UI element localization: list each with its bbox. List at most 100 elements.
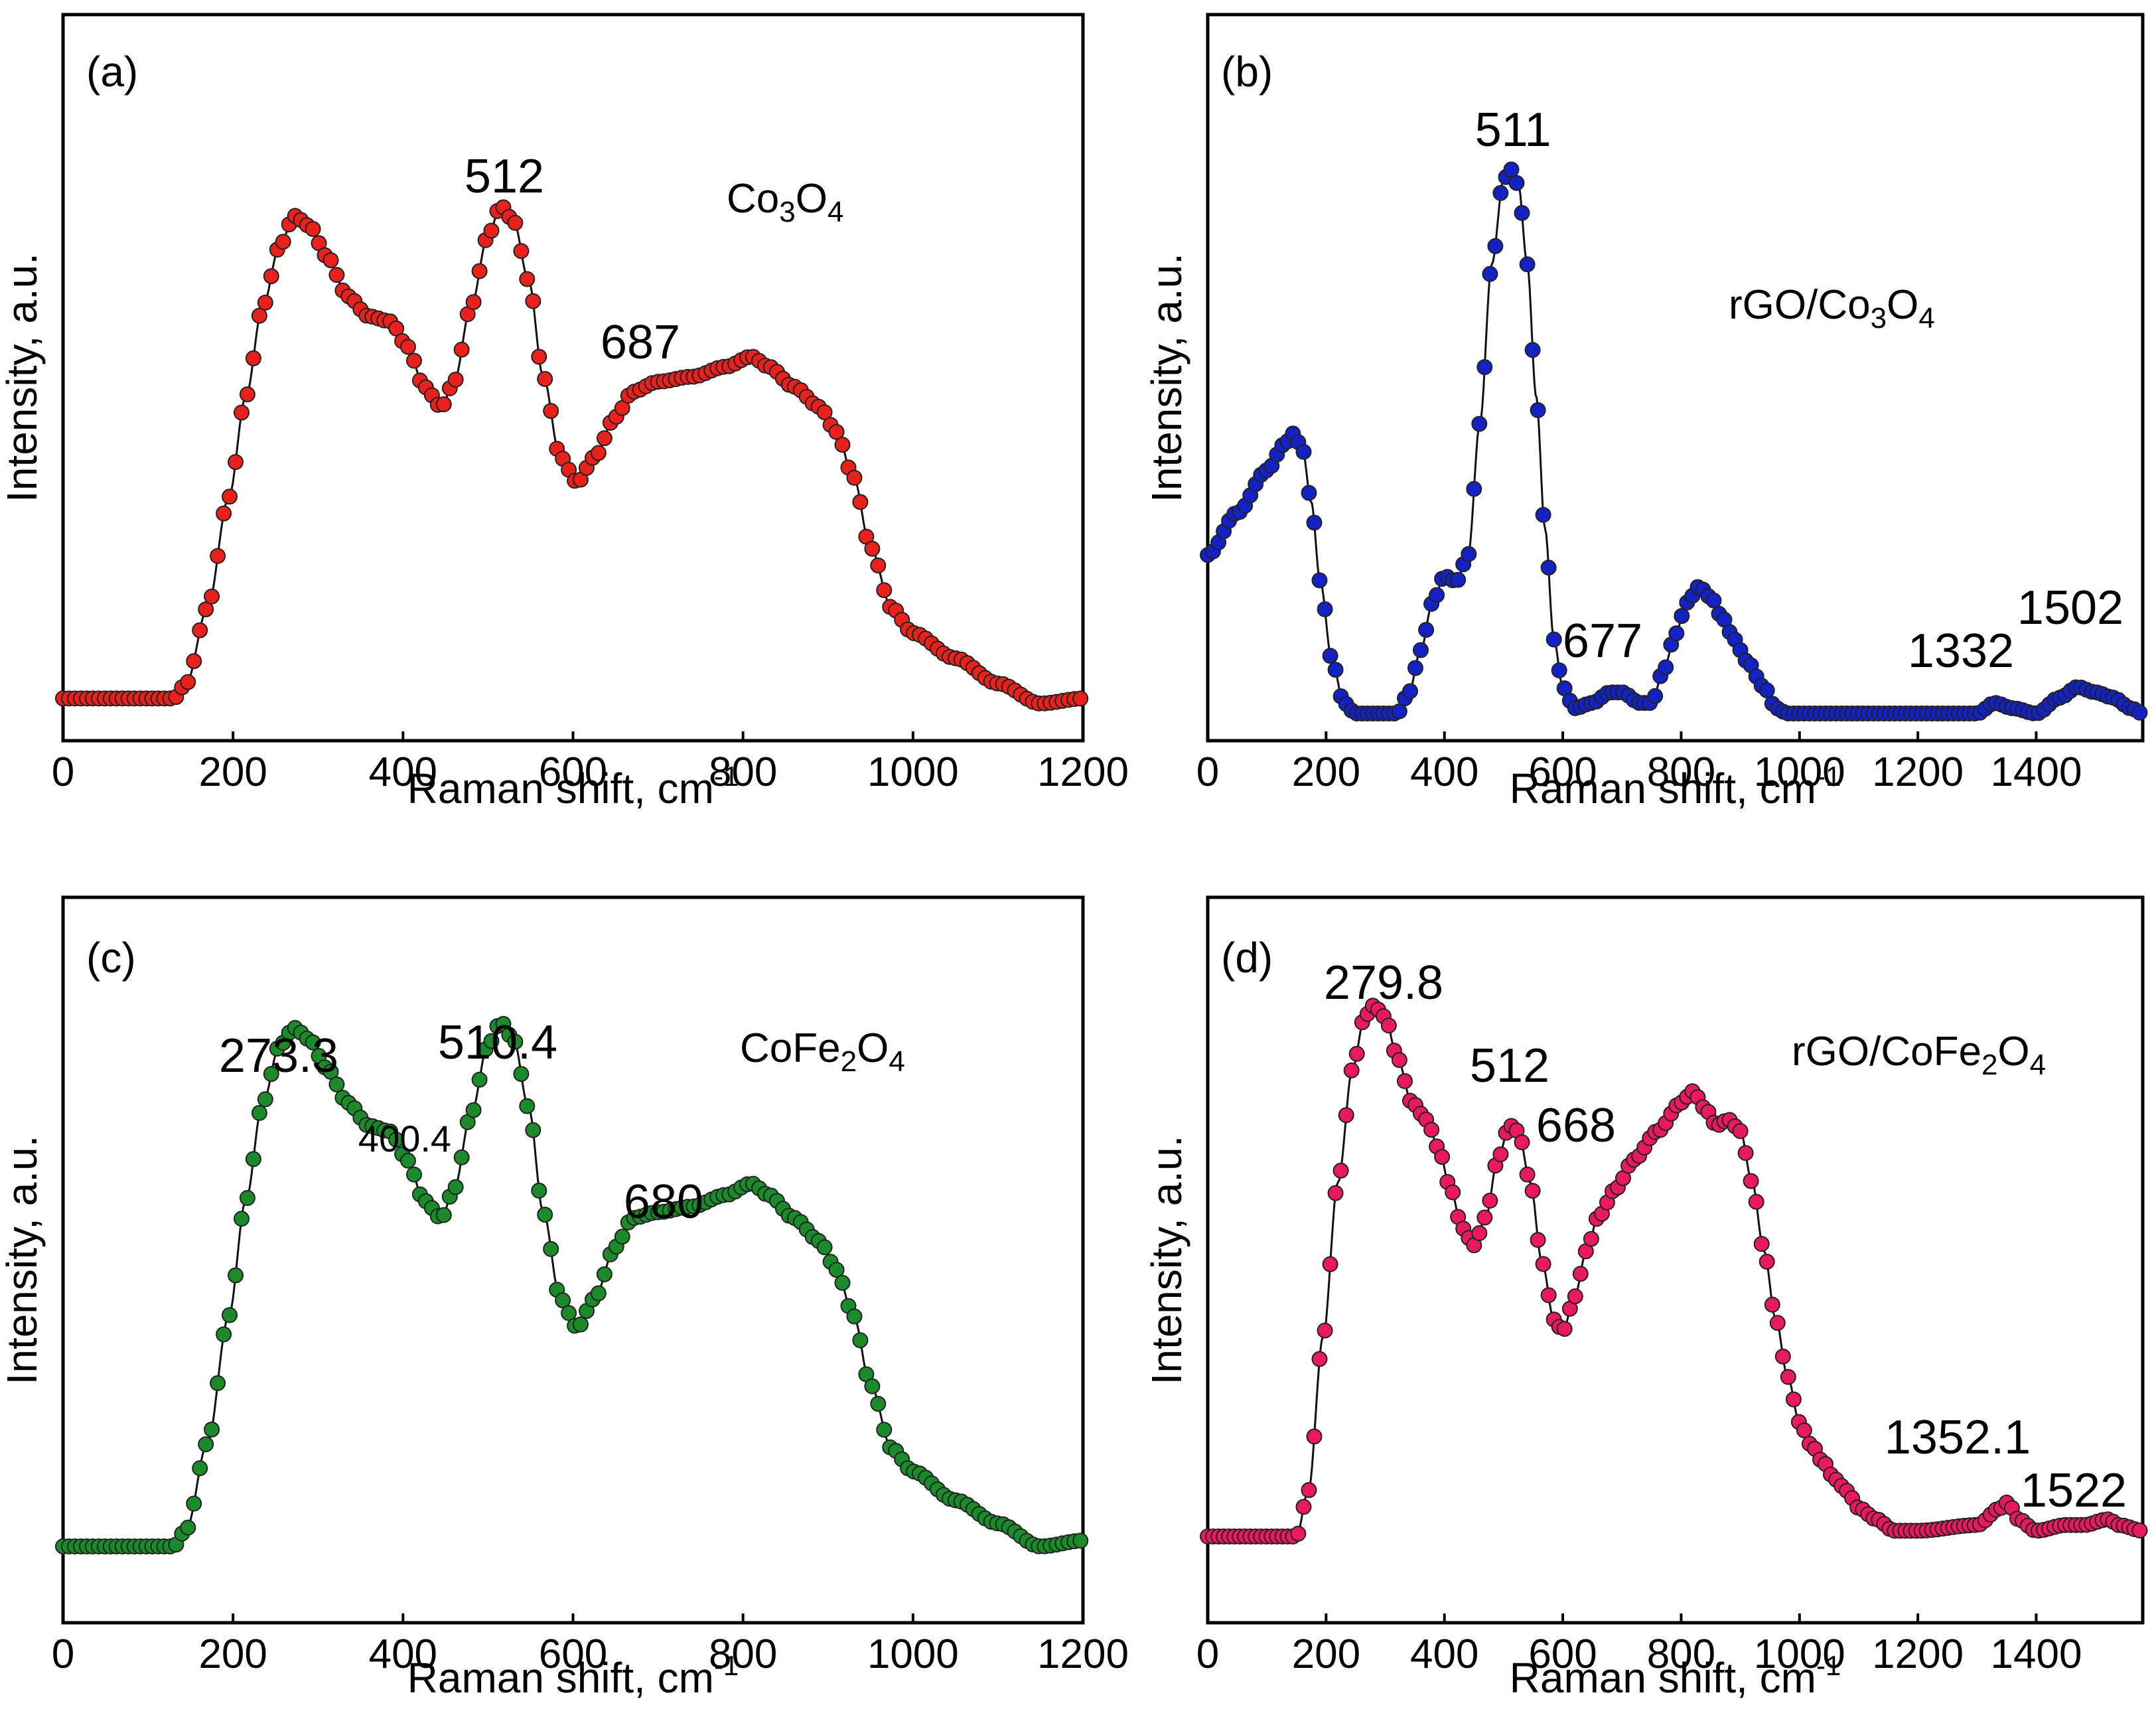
data-point <box>1514 1134 1530 1150</box>
data-point <box>1397 1073 1413 1089</box>
data-point <box>222 488 238 505</box>
data-point <box>870 1396 887 1412</box>
panel-c: 0 200 400 600 800 1000 1200 Raman shift, cm-1 In… <box>0 895 1129 1702</box>
plot-frame <box>1206 895 2145 1625</box>
data-point <box>453 1149 470 1165</box>
x-tick-label: 200 <box>1292 1631 1360 1677</box>
data-point <box>1769 1315 1786 1331</box>
x-axis-label: Raman shift, cm-1 <box>407 1650 739 1702</box>
data-point <box>1492 1146 1509 1163</box>
data-point <box>471 1071 488 1088</box>
data-point <box>1429 587 1445 603</box>
data-point <box>1759 682 1775 699</box>
x-axis-label: Raman shift, cm-1 <box>407 761 739 812</box>
data-point <box>525 1122 541 1138</box>
data-point <box>1423 1122 1440 1138</box>
peak-annotation: 687 <box>601 316 680 369</box>
data-point <box>1413 642 1429 658</box>
data-point <box>1535 506 1551 523</box>
data-point <box>1450 571 1467 588</box>
data-point <box>1322 1256 1338 1272</box>
data-point <box>1535 1256 1551 1272</box>
data-point <box>1482 1193 1498 1209</box>
peak-annotation: 510.4 <box>438 1016 557 1069</box>
data-point <box>1492 185 1509 201</box>
peak-annotation: 677 <box>1563 615 1642 668</box>
data-point <box>573 1316 589 1333</box>
data-point <box>1482 265 1498 282</box>
data-point <box>864 540 881 557</box>
data-point <box>180 1519 196 1536</box>
data-point <box>1508 175 1525 191</box>
data-point <box>1748 1193 1764 1210</box>
data-point <box>305 221 321 237</box>
data-point <box>251 307 267 324</box>
peak-annotation: 668 <box>1536 1099 1616 1152</box>
peak-annotation: 279.8 <box>1324 956 1443 1009</box>
data-point <box>1471 1225 1488 1241</box>
panel-b: 0 200 400 600 800 1000 1200 1400 Raman shift, cm… <box>1143 13 2148 812</box>
data-point <box>1524 1183 1541 1199</box>
data-point <box>834 1274 851 1291</box>
data-point <box>1407 660 1423 676</box>
data-point <box>435 396 452 413</box>
data-point <box>198 1436 214 1453</box>
data-point <box>1759 1254 1775 1270</box>
peak-annotation: 1332 <box>1908 625 2014 678</box>
data-point <box>186 1495 202 1512</box>
x-tick-label: 0 <box>1196 1631 1219 1677</box>
data-point <box>596 1266 612 1282</box>
data-point <box>1524 342 1541 358</box>
data-point <box>400 1152 416 1169</box>
data-point <box>204 588 220 605</box>
data-point <box>1306 514 1323 531</box>
x-tick-label: 600 <box>539 749 607 795</box>
data-point <box>180 674 196 690</box>
data-point <box>1311 572 1328 589</box>
data-point <box>1295 1499 1312 1515</box>
x-tick-label: 600 <box>1528 749 1597 795</box>
panel-tag: (b) <box>1221 48 1273 96</box>
data-point <box>251 1104 267 1121</box>
x-tick-label: 1200 <box>1037 749 1129 795</box>
x-tick-label: 600 <box>539 1631 607 1677</box>
data-point <box>1072 1532 1089 1549</box>
data-point <box>1476 1209 1493 1226</box>
data-point <box>465 294 482 311</box>
series-line <box>63 1021 1084 1548</box>
x-tick-label: 1400 <box>1991 1631 2082 1677</box>
data-point <box>245 350 261 366</box>
data-point <box>2131 1523 2148 1538</box>
data-point <box>239 386 255 403</box>
data-point <box>388 320 405 336</box>
data-point <box>234 404 250 421</box>
data-point <box>210 548 226 564</box>
data-point <box>1466 481 1482 497</box>
data-point <box>816 1239 833 1256</box>
peak-annotation: 1522 <box>2021 1464 2127 1517</box>
data-point <box>555 1292 571 1309</box>
data-point <box>447 372 464 388</box>
data-point <box>1402 683 1418 700</box>
data-point <box>543 1240 559 1257</box>
data-point <box>590 445 607 461</box>
data-point <box>1290 1525 1307 1542</box>
data-point <box>192 622 208 638</box>
data-point <box>275 234 291 250</box>
x-tick-label: 400 <box>369 749 437 795</box>
data-point <box>1332 1162 1349 1179</box>
data-point <box>507 1033 524 1050</box>
panel-d: 0 200 400 600 800 1000 1200 1400 Raman shift, cm… <box>1143 895 2148 1702</box>
data-point <box>204 1421 220 1438</box>
data-point <box>1471 415 1488 432</box>
data-point <box>305 1034 321 1051</box>
panel-tag: (d) <box>1221 934 1273 982</box>
data-point <box>507 214 524 231</box>
data-point <box>531 348 547 365</box>
data-point <box>1551 662 1567 678</box>
x-tick-label: 200 <box>198 749 267 795</box>
data-point <box>1572 1266 1589 1282</box>
data-point <box>1705 592 1722 609</box>
data-point <box>519 271 536 287</box>
